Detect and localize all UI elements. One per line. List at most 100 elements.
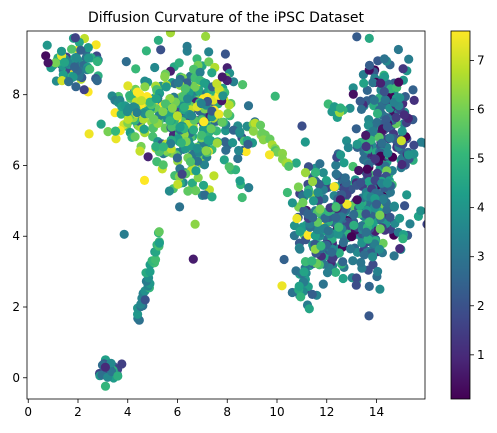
scatter-point (172, 111, 182, 121)
scatter-point (370, 31, 376, 32)
scatter-point (135, 146, 145, 156)
scatter-point (192, 143, 202, 153)
scatter-point (153, 35, 163, 45)
scatter-point (92, 76, 102, 86)
scatter-point (183, 186, 193, 196)
plot-frame (26, 30, 426, 400)
scatter-point (331, 267, 341, 277)
scatter-point (352, 139, 362, 149)
scatter-point (313, 187, 323, 197)
colorbar-tick-label: 4 (477, 201, 485, 215)
scatter-point (140, 295, 150, 305)
scatter-point (307, 256, 317, 266)
scatter-point (422, 220, 425, 229)
scatter-point (220, 137, 230, 147)
scatter-point (409, 140, 419, 150)
scatter-point (224, 162, 234, 172)
scatter-point (282, 187, 292, 198)
scatter-point (335, 195, 345, 205)
scatter-point (110, 126, 121, 136)
scatter-point (207, 106, 217, 116)
scatter-point (200, 190, 210, 200)
scatter-point (329, 182, 339, 192)
scatter-point (336, 150, 346, 160)
scatter-point (361, 141, 371, 152)
scatter-point (295, 226, 305, 236)
scatter-point (381, 115, 391, 125)
scatter-point (119, 229, 129, 239)
scatter-point (338, 257, 348, 267)
colorbar-tick-label: 1 (477, 348, 485, 362)
scatter-point (92, 56, 103, 67)
scatter-point (41, 51, 51, 61)
scatter-point (351, 280, 361, 290)
scatter-point (176, 138, 186, 148)
scatter-point (376, 78, 386, 88)
scatter-point (154, 227, 164, 237)
scatter-point (294, 281, 304, 291)
scatter-point (356, 257, 366, 268)
scatter-point (70, 62, 80, 72)
scatter-point (399, 110, 409, 120)
scatter-point (212, 79, 222, 89)
scatter-point (352, 195, 362, 205)
scatter-point (100, 362, 110, 372)
scatter-point (117, 359, 127, 369)
scatter-point (368, 78, 378, 88)
scatter-point (315, 159, 325, 169)
scatter-point (375, 224, 385, 234)
scatter-point (389, 201, 399, 212)
scatter-point (371, 199, 382, 209)
scatter-point (201, 146, 211, 156)
scatter-point (334, 222, 344, 232)
scatter-point (368, 126, 378, 136)
scatter-point (327, 247, 337, 257)
scatter-point (165, 116, 175, 126)
scatter-point (235, 127, 245, 137)
scatter-point (158, 142, 168, 152)
scatter-point (318, 279, 328, 289)
scatter-point (149, 114, 159, 124)
x-tick-label: 0 (24, 405, 32, 419)
scatter-point (359, 250, 369, 260)
scatter-point (158, 106, 168, 117)
scatter-point (180, 84, 190, 94)
scatter-point (364, 33, 374, 44)
x-tick-label: 12 (319, 405, 334, 419)
scatter-point (409, 95, 419, 105)
scatter-point (331, 169, 341, 179)
scatter-point (315, 204, 325, 214)
scatter-point (379, 87, 389, 97)
scatter-point (345, 103, 355, 113)
scatter-point (307, 289, 317, 299)
scatter-point (355, 96, 365, 106)
scatter-point (197, 130, 207, 140)
scatter-point (298, 197, 308, 208)
scatter-point (235, 176, 245, 186)
scatter-point (187, 178, 197, 188)
scatter-point (150, 62, 160, 73)
scatter-point (338, 273, 348, 284)
scatter-point (140, 82, 150, 92)
scatter-point (139, 175, 150, 185)
scatter-points (41, 31, 425, 391)
scatter-point (397, 159, 407, 170)
y-tick-label: 6 (12, 158, 20, 172)
scatter-point (333, 229, 343, 239)
scatter-point (374, 244, 385, 254)
scatter-point (83, 43, 93, 53)
scatter-point (198, 180, 209, 190)
scatter-point (207, 68, 217, 78)
scatter-point (241, 146, 251, 157)
colorbar (450, 30, 471, 400)
scatter-point (339, 158, 349, 168)
scatter-point (287, 198, 297, 208)
scatter-point (389, 251, 399, 261)
scatter-point (403, 150, 414, 160)
scatter-point (139, 124, 149, 134)
scatter-point (354, 165, 364, 176)
scatter-point (279, 254, 289, 265)
scatter-point (71, 82, 81, 92)
scatter-point (308, 176, 318, 187)
scatter-point (361, 130, 371, 140)
